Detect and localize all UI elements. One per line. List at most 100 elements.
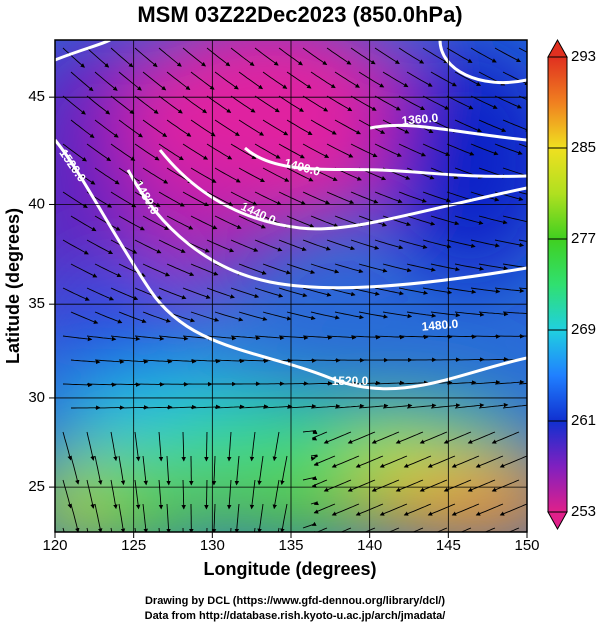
streamline bbox=[142, 167, 169, 184]
streamline bbox=[398, 334, 429, 340]
streamline bbox=[374, 334, 405, 340]
streamline bbox=[398, 143, 426, 157]
streamline bbox=[62, 95, 86, 115]
streamline bbox=[190, 71, 215, 90]
streamline bbox=[443, 431, 472, 444]
streamline bbox=[310, 71, 336, 89]
streamline bbox=[190, 404, 221, 410]
streamline bbox=[134, 479, 141, 510]
streamline bbox=[475, 455, 504, 468]
streamline bbox=[491, 431, 520, 444]
streamline bbox=[436, 527, 448, 532]
streamline bbox=[310, 311, 340, 320]
colorbar-extend bbox=[547, 38, 568, 58]
streamline bbox=[190, 167, 217, 183]
streamline bbox=[302, 381, 333, 386]
streamline bbox=[310, 500, 319, 506]
streamline bbox=[118, 503, 126, 532]
streamline bbox=[190, 358, 221, 364]
streamline bbox=[326, 239, 356, 251]
streamline bbox=[134, 287, 163, 300]
streamline bbox=[484, 527, 496, 532]
streamline bbox=[518, 47, 527, 53]
streamline bbox=[214, 71, 239, 90]
streamline bbox=[502, 119, 527, 132]
streamline bbox=[302, 335, 333, 340]
streamline bbox=[347, 479, 376, 492]
credit: Drawing by DCL (https://www.gfd-dennou.o… bbox=[145, 595, 445, 607]
streamline bbox=[110, 143, 136, 161]
streamline bbox=[86, 47, 110, 68]
streamline bbox=[110, 431, 118, 462]
streamline bbox=[454, 311, 485, 317]
streamline bbox=[214, 358, 245, 364]
streamline bbox=[142, 119, 168, 138]
streamline bbox=[334, 311, 364, 320]
streamline bbox=[142, 359, 173, 364]
streamline bbox=[302, 191, 330, 205]
streamline bbox=[226, 431, 232, 462]
streamline bbox=[166, 71, 191, 91]
streamline bbox=[262, 71, 288, 89]
streamline bbox=[86, 239, 114, 254]
streamline bbox=[286, 404, 317, 409]
streamline bbox=[311, 527, 328, 532]
streamline bbox=[491, 479, 520, 492]
streamline bbox=[158, 95, 183, 114]
y-axis-label: Latitude (degrees) bbox=[3, 208, 23, 364]
streamline bbox=[134, 335, 165, 341]
streamline bbox=[470, 95, 498, 109]
streamline bbox=[374, 47, 400, 64]
streamline bbox=[326, 143, 354, 158]
streamline bbox=[70, 359, 101, 365]
streamline bbox=[302, 239, 331, 251]
streamline bbox=[350, 95, 377, 111]
streamline bbox=[451, 455, 480, 468]
streamline bbox=[350, 239, 380, 250]
streamline bbox=[494, 143, 523, 155]
streamline bbox=[234, 503, 240, 532]
streamline bbox=[278, 239, 307, 252]
streamline bbox=[181, 431, 186, 462]
streamline bbox=[518, 239, 527, 242]
streamline bbox=[310, 454, 318, 462]
streamline bbox=[286, 263, 316, 275]
streamline bbox=[499, 503, 527, 516]
streamline bbox=[142, 455, 148, 486]
streamline bbox=[371, 431, 400, 444]
streamline bbox=[94, 71, 118, 91]
contour-label: 1360.0 bbox=[401, 111, 439, 128]
streamline bbox=[238, 404, 269, 409]
streamline bbox=[280, 455, 288, 486]
streamline bbox=[86, 382, 117, 387]
streamline bbox=[86, 287, 114, 301]
streamline bbox=[118, 215, 145, 231]
streamline bbox=[278, 143, 305, 159]
streamline bbox=[364, 527, 376, 532]
streamline bbox=[446, 287, 477, 294]
streamline bbox=[454, 403, 485, 409]
streamline bbox=[166, 215, 194, 230]
streamline bbox=[470, 380, 501, 385]
streamline bbox=[166, 503, 171, 532]
streamline bbox=[158, 239, 186, 253]
streamline bbox=[182, 47, 206, 67]
streamline bbox=[443, 479, 472, 492]
streamline bbox=[302, 143, 330, 158]
streamline bbox=[166, 119, 192, 137]
streamline bbox=[379, 503, 408, 516]
streamline bbox=[302, 47, 328, 66]
field: 1360.01400.01440.01480.01520.01480.01520… bbox=[55, 40, 527, 532]
streamline bbox=[371, 479, 400, 492]
streamline bbox=[182, 143, 209, 160]
streamline bbox=[70, 71, 94, 92]
streamline bbox=[257, 503, 264, 532]
streamline bbox=[158, 431, 164, 462]
streamline bbox=[374, 143, 402, 157]
streamline bbox=[70, 455, 80, 485]
streamline bbox=[166, 359, 197, 364]
streamline bbox=[430, 71, 457, 87]
colorbar-tick-label: 261 bbox=[571, 412, 596, 429]
streamline bbox=[379, 455, 408, 468]
streamline bbox=[86, 335, 117, 342]
